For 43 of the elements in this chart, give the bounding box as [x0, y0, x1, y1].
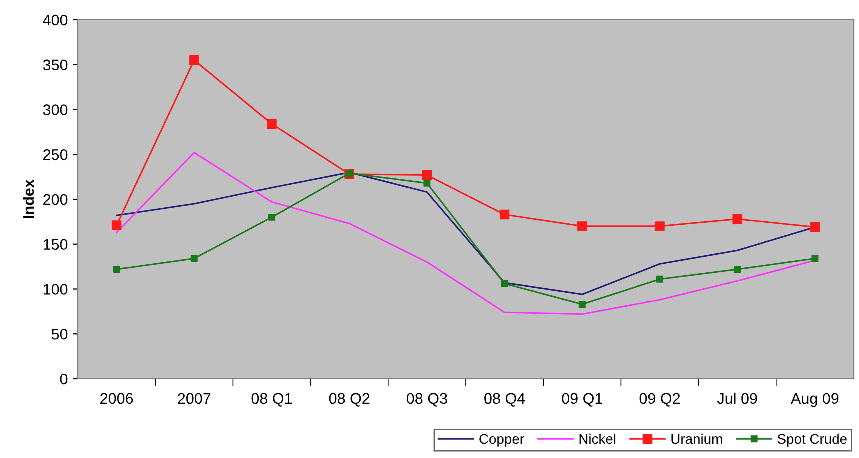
y-tick-label: 100	[44, 284, 68, 295]
point	[578, 301, 586, 308]
point	[346, 170, 354, 177]
y-tick-label: 350	[43, 60, 68, 71]
legend-label: Uranium	[672, 434, 722, 444]
point	[655, 222, 665, 232]
y-tick-label: 150	[44, 239, 68, 250]
x-tick-label: 2007	[178, 393, 211, 404]
x-tick-label: 09 Q1	[562, 393, 602, 407]
y-axis-title: Index	[22, 180, 34, 218]
point	[578, 222, 588, 232]
x-tick-label: Aug 09	[791, 393, 839, 408]
x-tick-label: 08 Q1	[252, 393, 292, 407]
legend-label: Spot Crude	[778, 434, 847, 447]
point	[810, 222, 820, 232]
point	[656, 276, 664, 283]
y-tick-label: 200	[44, 194, 68, 206]
legend-label: Copper	[480, 434, 524, 447]
point	[112, 220, 122, 230]
point	[422, 170, 432, 180]
x-tick-label: 08 Q3	[406, 393, 448, 407]
point	[424, 180, 431, 187]
point	[190, 56, 200, 66]
y-tick-label: 50	[52, 328, 68, 340]
x-tick-label: 08 Q2	[329, 393, 370, 407]
y-tick-label: 300	[43, 104, 68, 116]
legend-label: Nickel	[580, 434, 616, 444]
point	[501, 280, 508, 288]
x-tick-label: 08 Q4	[484, 393, 526, 407]
y-tick-label: 400	[43, 14, 68, 26]
y-tick-label: 0	[60, 374, 68, 385]
x-tick-label: 09 Q2	[640, 393, 680, 407]
point	[113, 266, 120, 273]
point	[267, 119, 277, 129]
x-tick-label: Jul 09	[717, 392, 758, 404]
y-tick-label: 250	[44, 149, 68, 160]
point	[190, 255, 198, 262]
point	[812, 255, 819, 262]
point	[732, 214, 742, 224]
x-tick-label: 2006	[100, 393, 134, 404]
point	[268, 214, 276, 221]
point	[734, 266, 742, 273]
point	[500, 210, 510, 220]
